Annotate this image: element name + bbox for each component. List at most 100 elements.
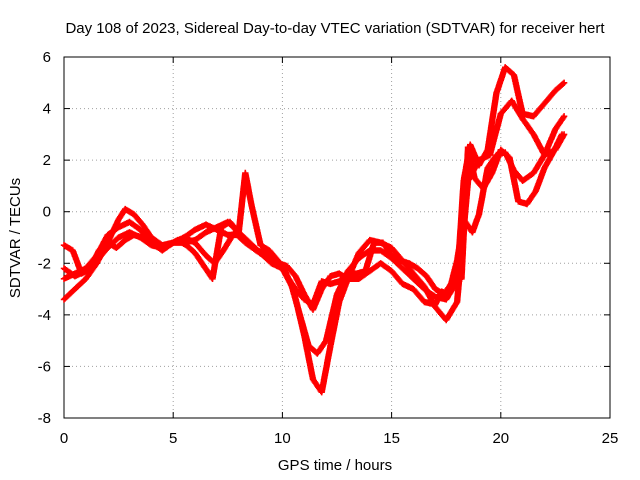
data-point	[285, 265, 288, 267]
data-point	[355, 272, 358, 275]
data-point	[373, 241, 375, 244]
data-point	[294, 288, 297, 290]
data-point	[460, 277, 463, 280]
data-point	[316, 352, 319, 355]
series-track-a	[60, 64, 568, 357]
data-point	[124, 239, 126, 241]
data-point	[412, 272, 415, 275]
data-point	[532, 115, 535, 118]
data-point	[255, 249, 257, 252]
data-point	[532, 172, 535, 174]
data-point	[510, 100, 513, 102]
data-point	[106, 247, 109, 249]
data-point	[513, 74, 515, 76]
data-point	[473, 177, 476, 179]
data-point	[244, 172, 247, 174]
data-point	[211, 277, 214, 280]
data-point	[259, 244, 262, 247]
data-point	[379, 249, 382, 252]
data-point	[74, 288, 76, 290]
data-point	[445, 319, 448, 321]
data-point	[423, 301, 426, 303]
data-point	[185, 244, 188, 247]
data-point	[325, 339, 327, 342]
data-point	[543, 154, 546, 156]
data-point	[504, 66, 506, 69]
y-tick-label: 2	[43, 152, 51, 169]
data-point	[277, 259, 279, 262]
data-point	[329, 345, 332, 347]
data-point	[63, 244, 65, 247]
data-point	[489, 154, 491, 156]
y-tick-label: 4	[43, 101, 51, 118]
axis-tick-labels: 0 5 10 15 20 25 -8 -6 -4 -2 0 2 4 6	[38, 49, 619, 447]
data-point	[491, 172, 493, 174]
data-point	[183, 236, 185, 239]
data-point	[303, 334, 306, 337]
data-point	[63, 277, 65, 280]
series-markers	[60, 64, 568, 357]
data-point	[139, 228, 142, 231]
data-point	[229, 221, 231, 223]
data-point	[244, 241, 247, 244]
data-point	[329, 283, 332, 285]
data-point	[194, 252, 196, 254]
data-point	[521, 179, 524, 182]
data-point	[358, 277, 360, 280]
data-point	[423, 285, 426, 288]
data-point	[486, 167, 489, 169]
data-point	[106, 241, 109, 244]
y-tick-label: 0	[43, 204, 51, 221]
data-point	[390, 247, 393, 249]
data-point	[552, 151, 555, 154]
data-point	[117, 236, 120, 239]
data-point	[85, 277, 87, 280]
x-tick-label: 0	[60, 430, 68, 447]
data-point	[368, 270, 371, 272]
data-point	[482, 187, 485, 190]
data-point	[168, 244, 170, 247]
data-point	[401, 267, 404, 270]
y-tick-label: -6	[38, 358, 51, 375]
y-tick-label: -4	[38, 307, 51, 324]
data-point	[216, 226, 218, 228]
data-point	[554, 128, 557, 130]
data-point	[115, 247, 118, 249]
data-point	[128, 231, 131, 234]
data-point	[379, 262, 382, 265]
data-point	[150, 236, 153, 239]
data-point	[141, 223, 144, 226]
data-point	[508, 156, 511, 159]
data-point	[338, 280, 340, 283]
data-point	[451, 280, 454, 283]
data-point	[447, 293, 450, 296]
data-point	[434, 303, 437, 306]
data-point	[532, 133, 535, 136]
data-point	[150, 241, 153, 244]
data-point	[98, 249, 100, 252]
data-point	[456, 301, 458, 303]
y-tick-label: -2	[38, 255, 51, 272]
data-point	[534, 190, 537, 192]
data-point	[63, 298, 65, 301]
data-point	[390, 270, 393, 272]
data-point	[358, 252, 360, 254]
data-point	[133, 213, 135, 216]
x-tick-label: 25	[602, 430, 619, 447]
data-point	[456, 259, 458, 262]
data-point	[74, 275, 76, 277]
data-point	[80, 272, 83, 275]
data-point	[205, 223, 207, 226]
data-point	[303, 298, 306, 301]
x-axis-label: GPS time / hours	[278, 457, 392, 474]
data-point	[469, 143, 472, 146]
data-point	[124, 208, 126, 210]
data-point	[89, 267, 92, 270]
data-point	[266, 257, 268, 259]
data-point	[417, 267, 419, 270]
data-point	[71, 249, 74, 252]
data-point	[500, 149, 502, 151]
data-point	[554, 89, 557, 92]
data-point	[401, 283, 404, 285]
